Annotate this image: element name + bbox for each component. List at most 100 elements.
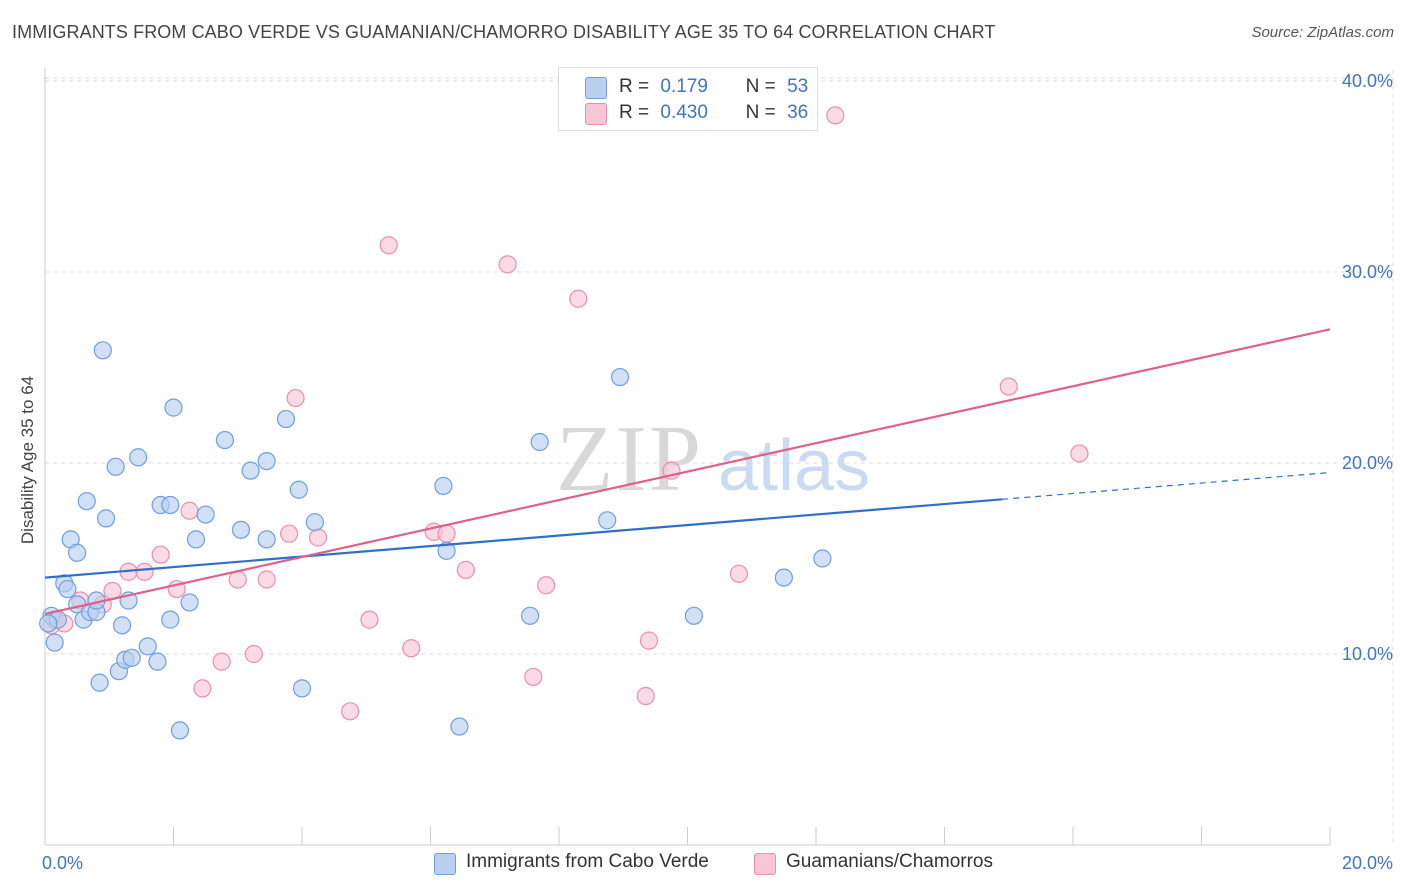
guamanian-point	[212, 652, 231, 671]
cabo-verde-point	[434, 476, 453, 496]
cabo-verde-point	[58, 579, 77, 599]
cabo-verde-point	[129, 448, 148, 467]
cabo-verde-point	[180, 593, 199, 612]
legend-r-label: R =	[619, 76, 650, 97]
y-tick-label: 30.0%	[1342, 262, 1393, 282]
guamanian-point	[999, 377, 1018, 396]
guamanian-point	[524, 667, 543, 687]
guamanian-point	[1070, 444, 1089, 463]
cabo-verde-point	[813, 549, 832, 568]
bottom-legend-label-guamanian: Guamanians/Chamorros	[786, 851, 993, 872]
guamanian-point	[280, 524, 299, 543]
guamanian-point	[636, 686, 655, 706]
y-tick-label: 20.0%	[1342, 453, 1393, 473]
cabo-verde-point	[68, 543, 87, 562]
guamanian-trend-line	[44, 328, 1331, 615]
guamanian-point	[729, 564, 749, 583]
guamanian-point	[257, 570, 276, 589]
guamanian-point	[379, 236, 398, 255]
guamanian-point	[437, 524, 456, 543]
cabo-verde-point	[292, 679, 312, 698]
guamanian-point	[244, 644, 263, 664]
cabo-verde-point	[520, 606, 540, 625]
cabo-verde-point	[138, 637, 157, 656]
bottom-legend-label-cabo-verde: Immigrants from Cabo Verde	[466, 851, 709, 872]
cabo-verde-point	[305, 513, 324, 532]
cabo-verde-point	[196, 505, 215, 524]
x-tick-label-max: 20.0%	[1342, 853, 1393, 873]
source-label: Source: ZipAtlas.com	[1251, 24, 1394, 41]
cabo-verde-point	[170, 721, 190, 740]
cabo-verde-point	[93, 341, 112, 360]
cabo-verde-point	[39, 614, 58, 633]
trend-lines	[44, 328, 1331, 615]
cabo-verde-point	[106, 457, 125, 476]
cabo-verde-point	[257, 451, 276, 471]
cabo-verde-point	[437, 541, 456, 560]
guamanian-point	[360, 610, 379, 629]
guamanian-point	[498, 255, 517, 274]
cabo-verde-point	[186, 530, 206, 549]
legend-r-label: R =	[619, 102, 650, 123]
guamanian-point	[151, 545, 170, 564]
cabo-verde-point	[231, 520, 251, 539]
legend-r-value: 0.179	[660, 76, 708, 97]
watermark-zip: ZIP	[556, 407, 703, 511]
cabo-verde-point	[161, 610, 180, 629]
y-tick-labels: 10.0% 20.0% 30.0% 40.0%	[1342, 71, 1393, 664]
watermark-atlas: atlas	[718, 426, 870, 506]
cabo-verde-point	[164, 398, 183, 417]
bottom-legend-swatch-blue	[434, 853, 456, 875]
cabo-verde-point	[122, 648, 141, 667]
cabo-verde-point	[215, 430, 234, 450]
x-tick-labels: 0.0% 20.0%	[42, 853, 1393, 873]
guamanian-point	[402, 639, 421, 658]
cabo-verde-point	[148, 652, 167, 671]
legend-swatch-pink	[585, 103, 607, 125]
legend-n-value: 53	[787, 76, 809, 97]
guamanian-point	[180, 501, 199, 520]
cabo-verde-trend-line	[44, 498, 1003, 579]
cabo-verde-point	[96, 509, 116, 528]
axes	[44, 68, 1331, 846]
cabo-verde-point	[161, 495, 180, 515]
guamanian-point	[456, 560, 475, 580]
guamanian-point	[569, 289, 588, 308]
legend-swatch-blue	[585, 77, 607, 99]
legend-n-label: N =	[745, 102, 776, 123]
y-tick-label: 10.0%	[1342, 644, 1393, 664]
correlation-legend: R = 0.179 N = 53 R = 0.430 N = 36	[558, 67, 818, 131]
guamanian-point	[639, 631, 659, 650]
cabo-verde-point	[450, 717, 469, 736]
bottom-legend-swatch-pink	[754, 853, 776, 875]
guamanian-point	[537, 576, 556, 595]
cabo-verde-point	[257, 530, 276, 549]
guamanian-point	[308, 528, 328, 547]
cabo-verde-trend-extension	[1002, 471, 1331, 500]
chart-title: IMMIGRANTS FROM CABO VERDE VS GUAMANIAN/…	[12, 22, 996, 42]
guamanian-point	[341, 702, 360, 721]
series-cabo-verde-points	[39, 341, 832, 740]
cabo-verde-point	[112, 616, 132, 635]
cabo-verde-point	[45, 633, 64, 652]
cabo-verde-point	[530, 432, 549, 452]
cabo-verde-point	[598, 511, 617, 530]
legend-n-label: N =	[745, 76, 776, 97]
guamanian-point	[193, 679, 212, 698]
legend-r-value: 0.430	[660, 102, 708, 123]
cabo-verde-point	[276, 409, 296, 429]
x-tick-label-min: 0.0%	[42, 853, 83, 873]
cabo-verde-point	[610, 367, 630, 387]
watermark: ZIP atlas	[556, 407, 870, 511]
cabo-verde-point	[774, 568, 793, 587]
guamanian-point	[286, 388, 305, 408]
legend-n-value: 36	[787, 102, 809, 123]
cabo-verde-point	[77, 492, 96, 511]
guamanian-point	[826, 106, 845, 125]
cabo-verde-point	[684, 606, 704, 625]
cabo-verde-point	[241, 461, 260, 480]
guamanian-point	[135, 562, 154, 581]
cabo-verde-point	[289, 480, 308, 499]
cabo-verde-point	[90, 673, 109, 692]
